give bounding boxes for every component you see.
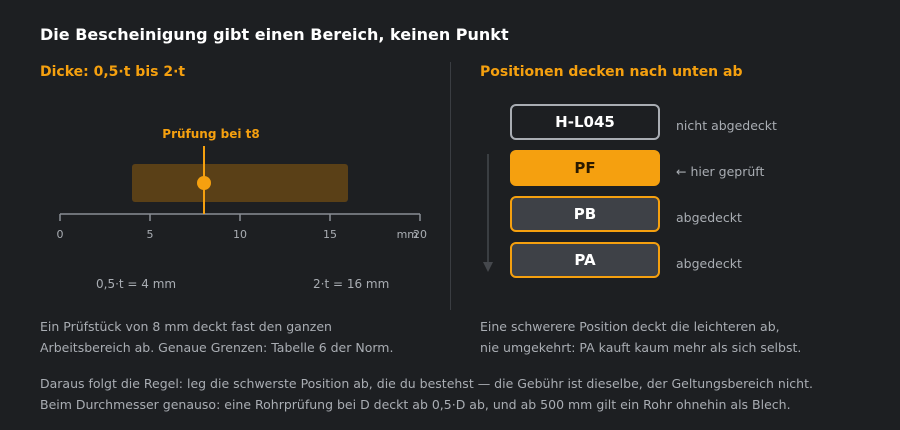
position-box-pa: PA: [510, 242, 660, 278]
upper-bound-label: 2·t = 16 mm: [313, 277, 390, 291]
tick-label: 15: [323, 228, 337, 241]
thickness-heading: Dicke: 0,5·t bis 2·t: [40, 64, 186, 80]
axis-unit-label: mm: [397, 228, 418, 241]
rule-summary: Daraus folgt die Regel: leg die schwerst…: [40, 373, 813, 415]
position-note-pa: abgedeckt: [676, 256, 742, 271]
rule-summary-line: Daraus folgt die Regel: leg die schwerst…: [40, 376, 813, 391]
tick-label: 10: [233, 228, 247, 241]
position-note-h-l045: nicht abgedeckt: [676, 118, 777, 133]
lower-bound-label: 0,5·t = 4 mm: [96, 277, 177, 291]
downward-arrow: [483, 154, 493, 272]
positions-explanation-line: nie umgekehrt: PA kauft kaum mehr als si…: [480, 340, 802, 355]
thickness-explanation-line: Arbeitsbereich ab. Genaue Grenzen: Tabel…: [40, 340, 394, 355]
test-marker-label: Prüfung bei t8: [162, 127, 259, 141]
tick-label: 5: [147, 228, 154, 241]
tick-label: 20: [413, 228, 427, 241]
position-box-h-l045: H-L045: [510, 104, 660, 140]
thickness-explanation: Ein Prüfstück von 8 mm deckt fast den ga…: [40, 316, 393, 358]
positions-explanation: Eine schwerere Position deckt die leicht…: [480, 316, 801, 358]
page-title: Die Bescheinigung gibt einen Bereich, ke…: [40, 25, 509, 44]
positions-explanation-line: Eine schwerere Position deckt die leicht…: [480, 319, 780, 334]
position-box-pb: PB: [510, 196, 660, 232]
position-note-pf: ← hier geprüft: [676, 164, 765, 179]
covered-range-bar: [132, 164, 348, 202]
position-box-pf: PF: [510, 150, 660, 186]
position-note-pb: abgedeckt: [676, 210, 742, 225]
section-divider: [450, 62, 451, 310]
test-marker-dot: [197, 176, 211, 190]
tick-label: 0: [57, 228, 64, 241]
rule-summary-line: Beim Durchmesser genauso: eine Rohrprüfu…: [40, 397, 791, 412]
positions-heading: Positionen decken nach unten ab: [480, 64, 743, 80]
thickness-explanation-line: Ein Prüfstück von 8 mm deckt fast den ga…: [40, 319, 332, 334]
